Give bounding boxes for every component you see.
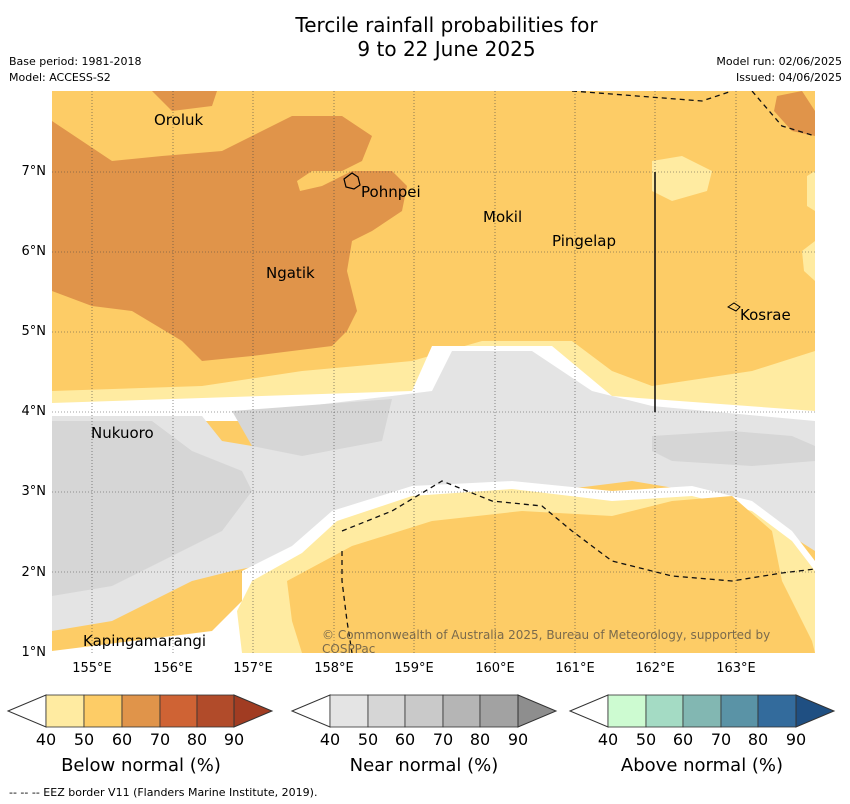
region-below-40-patch-3	[802, 241, 815, 281]
place-label-kosrae: Kosrae	[740, 306, 791, 324]
issued-date: Issued: 04/06/2025	[735, 71, 842, 84]
region-near-50-west	[52, 421, 252, 596]
cbar-below-tick-90: 90	[223, 730, 245, 749]
cbar-below-tick-40: 40	[35, 730, 57, 749]
pohnpei-island-icon	[343, 172, 361, 190]
cbar-above-tick-90: 90	[785, 730, 807, 749]
colorbar-below	[6, 694, 274, 728]
cbar-below-tick-60: 60	[111, 730, 133, 749]
cbar-near-tick-40: 40	[319, 730, 341, 749]
region-below-60	[52, 116, 407, 361]
y-tick-7n: 7°N	[21, 164, 47, 179]
cbar-above-tick-40: 40	[597, 730, 619, 749]
cbar-above-tick-60: 60	[672, 730, 694, 749]
x-tick-159e: 159°E	[394, 661, 434, 676]
copyright-notice: © Commonwealth of Australia 2025, Bureau…	[322, 628, 771, 653]
cbar-title-below: Below normal (%)	[61, 755, 221, 776]
map-panel: Oroluk Pohnpei Mokil Pingelap Ngatik Kos…	[52, 91, 815, 653]
region-below-40-patch-1	[652, 156, 712, 201]
place-label-nukuoro: Nukuoro	[91, 424, 154, 442]
x-tick-158e: 158°E	[314, 661, 354, 676]
y-tick-4n: 4°N	[21, 404, 47, 419]
place-label-kapingamarangi: Kapingamarangi	[83, 632, 207, 650]
place-label-mokil: Mokil	[483, 208, 523, 226]
y-tick-5n: 5°N	[21, 324, 47, 339]
colorbar-above	[568, 694, 836, 728]
region-below-60-northeast	[774, 91, 815, 136]
model-run: Model run: 02/06/2025	[716, 55, 842, 68]
base-period: Base period: 1981-2018	[9, 55, 142, 68]
place-label-ngatik: Ngatik	[266, 264, 315, 282]
cbar-above-tick-70: 70	[710, 730, 732, 749]
region-near-40	[52, 351, 815, 631]
model-name: Model: ACCESS-S2	[9, 71, 111, 84]
cbar-near-tick-50: 50	[357, 730, 379, 749]
region-near-50-east	[652, 431, 815, 466]
place-label-pohnpei: Pohnpei	[361, 183, 421, 201]
region-below-60-north	[152, 91, 217, 111]
cbar-title-near: Near normal (%)	[349, 755, 499, 776]
x-tick-160e: 160°E	[475, 661, 515, 676]
x-tick-157e: 157°E	[233, 661, 273, 676]
eez-footnote: -- -- -- EEZ border V11 (Flanders Marine…	[9, 786, 318, 799]
x-tick-161e: 161°E	[555, 661, 595, 676]
cbar-near-tick-70: 70	[432, 730, 454, 749]
region-below-50-south	[287, 496, 815, 653]
y-tick-1n: 1°N	[21, 645, 47, 660]
cbar-title-above: Above normal (%)	[620, 755, 784, 776]
cbar-below-tick-70: 70	[149, 730, 171, 749]
place-label-oroluk: Oroluk	[154, 111, 204, 129]
cbar-near-tick-60: 60	[394, 730, 416, 749]
region-near-50-central	[232, 399, 392, 456]
map-title-line1: Tercile rainfall probabilities for	[295, 13, 598, 37]
kosrae-island-icon	[727, 302, 741, 312]
y-tick-3n: 3°N	[21, 484, 47, 499]
colorbars	[6, 694, 836, 728]
x-tick-162e: 162°E	[635, 661, 675, 676]
map-canvas	[52, 91, 815, 653]
map-title-line2: 9 to 22 June 2025	[357, 37, 536, 61]
x-tick-163e: 163°E	[716, 661, 756, 676]
region-below-40-patch-2	[807, 171, 815, 211]
colorbar-near	[290, 694, 558, 728]
cbar-above-tick-50: 50	[635, 730, 657, 749]
cbar-near-tick-80: 80	[469, 730, 491, 749]
y-tick-2n: 2°N	[21, 565, 47, 580]
cbar-above-tick-80: 80	[747, 730, 769, 749]
cbar-below-tick-80: 80	[186, 730, 208, 749]
x-tick-156e: 156°E	[153, 661, 193, 676]
cbar-below-tick-50: 50	[73, 730, 95, 749]
eez-border	[341, 91, 815, 653]
y-tick-6n: 6°N	[21, 244, 47, 259]
cbar-near-tick-90: 90	[507, 730, 529, 749]
x-tick-155e: 155°E	[72, 661, 112, 676]
place-label-pingelap: Pingelap	[552, 232, 617, 250]
